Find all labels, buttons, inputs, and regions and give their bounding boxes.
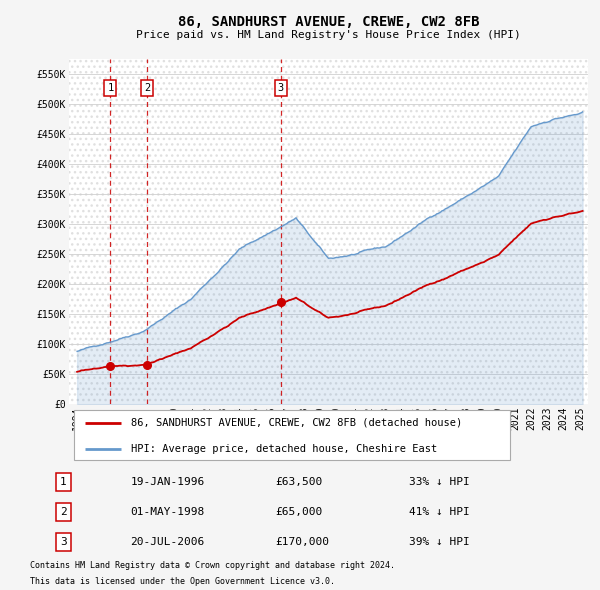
Text: 86, SANDHURST AVENUE, CREWE, CW2 8FB: 86, SANDHURST AVENUE, CREWE, CW2 8FB [178,15,479,29]
Text: 19-JAN-1996: 19-JAN-1996 [130,477,205,487]
Text: £170,000: £170,000 [275,537,329,547]
Text: 41% ↓ HPI: 41% ↓ HPI [409,507,470,517]
Text: 1: 1 [60,477,67,487]
Text: 20-JUL-2006: 20-JUL-2006 [130,537,205,547]
Text: 1: 1 [107,83,113,93]
Text: This data is licensed under the Open Government Licence v3.0.: This data is licensed under the Open Gov… [30,577,335,586]
Text: 01-MAY-1998: 01-MAY-1998 [130,507,205,517]
FancyBboxPatch shape [74,410,510,460]
Text: 86, SANDHURST AVENUE, CREWE, CW2 8FB (detached house): 86, SANDHURST AVENUE, CREWE, CW2 8FB (de… [131,418,463,428]
Text: £65,000: £65,000 [275,507,323,517]
Text: Price paid vs. HM Land Registry's House Price Index (HPI): Price paid vs. HM Land Registry's House … [136,31,521,40]
Text: 3: 3 [278,83,284,93]
Text: 3: 3 [60,537,67,547]
Text: 2: 2 [144,83,151,93]
Text: £63,500: £63,500 [275,477,323,487]
Text: 39% ↓ HPI: 39% ↓ HPI [409,537,470,547]
Text: 2: 2 [60,507,67,517]
Text: Contains HM Land Registry data © Crown copyright and database right 2024.: Contains HM Land Registry data © Crown c… [30,561,395,571]
Text: HPI: Average price, detached house, Cheshire East: HPI: Average price, detached house, Ches… [131,444,437,454]
Text: 33% ↓ HPI: 33% ↓ HPI [409,477,470,487]
